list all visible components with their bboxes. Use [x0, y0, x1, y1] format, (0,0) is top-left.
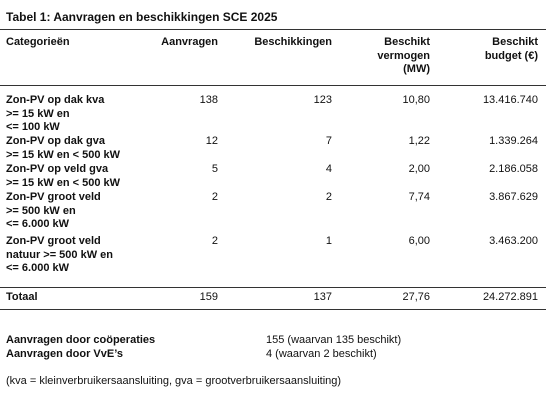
category: Zon-PV op dak gva: [6, 135, 106, 147]
cell: 2: [211, 235, 218, 247]
cell: 7,74: [408, 191, 430, 203]
category: >= 15 kW en: [6, 107, 70, 120]
rule: [0, 309, 546, 310]
column-header: Beschikkingen: [254, 36, 332, 48]
category: natuur >= 500 kW en: [6, 248, 113, 261]
category: Zon-PV op veld gva: [6, 163, 109, 175]
cell: 2.186.058: [489, 163, 538, 175]
cell: 10,80: [402, 94, 430, 106]
category: Zon-PV op dak kva: [6, 94, 105, 106]
rule: [0, 85, 546, 86]
footer-label: Aanvragen door VvE’s: [6, 347, 123, 360]
category: >= 15 kW en < 500 kW: [6, 148, 121, 161]
rule: [0, 287, 546, 288]
cell: 7: [325, 135, 332, 147]
note: (kva = kleinverbruikersaansluiting, gva …: [6, 375, 342, 387]
total-label: Totaal: [6, 291, 38, 303]
cell: 2: [211, 191, 218, 203]
cell: 13.416.740: [482, 94, 538, 106]
cell: 12: [205, 135, 218, 147]
cell: 2: [325, 191, 332, 203]
category: >= 500 kW en: [6, 204, 76, 217]
cell: 3.463.200: [489, 235, 538, 247]
category: Zon-PV groot veld: [6, 191, 101, 203]
category: <= 6.000 kW: [6, 218, 69, 230]
cell: 4: [325, 163, 332, 175]
column-header: Categorieën: [6, 36, 70, 48]
category: <= 100 kW: [6, 121, 60, 133]
cell: 123: [313, 94, 332, 106]
category: <= 6.000 kW: [6, 262, 69, 274]
total-cell: 159: [199, 291, 218, 303]
total-cell: 137: [313, 291, 332, 303]
footer-value: 4 (waarvan 2 beschikt): [266, 347, 377, 360]
column-header: Aanvragen: [161, 36, 218, 48]
table-title: Tabel 1: Aanvragen en beschikkingen SCE …: [6, 10, 278, 24]
total-cell: 24.272.891: [482, 291, 538, 303]
footer-value: 155 (waarvan 135 beschikt): [266, 334, 402, 346]
column-header: Beschikt: [384, 36, 430, 48]
column-header: Beschikt: [492, 36, 538, 48]
cell: 5: [211, 163, 218, 175]
cell: 1,22: [408, 135, 430, 147]
cell: 3.867.629: [489, 191, 538, 203]
cell: 6,00: [408, 235, 430, 247]
cell: 1.339.264: [489, 135, 538, 147]
cell: 138: [199, 94, 218, 106]
column-header: budget (€): [484, 49, 538, 62]
cell: 1: [325, 235, 332, 247]
rule: [0, 29, 546, 30]
category: Zon-PV groot veld: [6, 235, 101, 247]
footer-label: Aanvragen door coöperaties: [6, 334, 156, 346]
cell: 2,00: [408, 163, 430, 175]
total-cell: 27,76: [402, 291, 430, 303]
column-header: vermogen: [377, 49, 430, 62]
category: >= 15 kW en < 500 kW: [6, 176, 121, 189]
column-header: (MW): [403, 63, 430, 75]
